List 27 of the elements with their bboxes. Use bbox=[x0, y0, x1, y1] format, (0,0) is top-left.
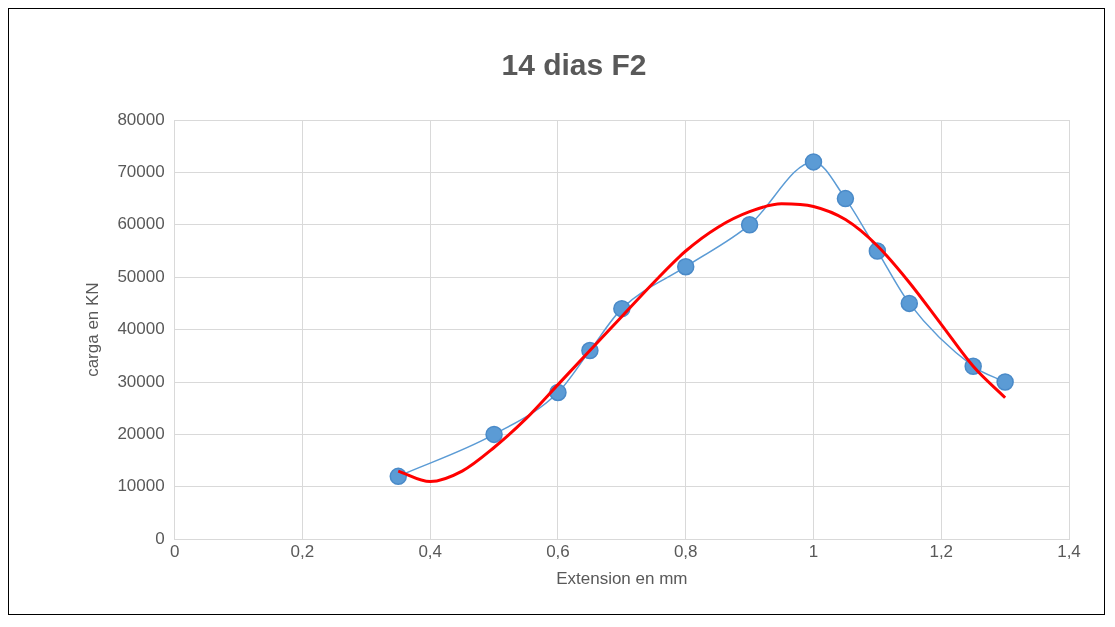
x-tick-label: 1 bbox=[808, 542, 819, 562]
y-axis-title: carga en KN bbox=[82, 282, 102, 377]
y-tick-label: 0 bbox=[155, 528, 165, 548]
x-tick-label: 0,6 bbox=[546, 542, 570, 562]
point bbox=[804, 153, 823, 171]
y-tick-label: 10000 bbox=[117, 476, 165, 496]
point bbox=[836, 189, 855, 208]
x-tick-label: 1,4 bbox=[1057, 542, 1081, 562]
x-tick-label: 0,2 bbox=[290, 542, 315, 562]
point bbox=[740, 216, 759, 234]
y-tick-label: 80000 bbox=[117, 109, 165, 129]
y-tick-label: 30000 bbox=[117, 371, 165, 391]
x-tick-label: 0,8 bbox=[673, 542, 698, 562]
chart-title: 14 dias F2 bbox=[501, 48, 647, 82]
x-tick-label: 0 bbox=[169, 542, 180, 562]
x-tick-label: 0,4 bbox=[418, 542, 443, 562]
point bbox=[900, 294, 919, 313]
point bbox=[996, 373, 1014, 391]
y-tick-label: 70000 bbox=[117, 162, 165, 182]
point bbox=[485, 425, 503, 444]
y-tick-label: 50000 bbox=[117, 266, 165, 286]
point bbox=[676, 257, 695, 276]
y-tick-label: 20000 bbox=[117, 424, 165, 444]
y-tick-label: 60000 bbox=[117, 214, 165, 234]
x-tick-label: 1,2 bbox=[929, 542, 954, 562]
y-tick-label: 40000 bbox=[117, 319, 165, 339]
x-axis-title: Extension en mm bbox=[556, 569, 688, 589]
